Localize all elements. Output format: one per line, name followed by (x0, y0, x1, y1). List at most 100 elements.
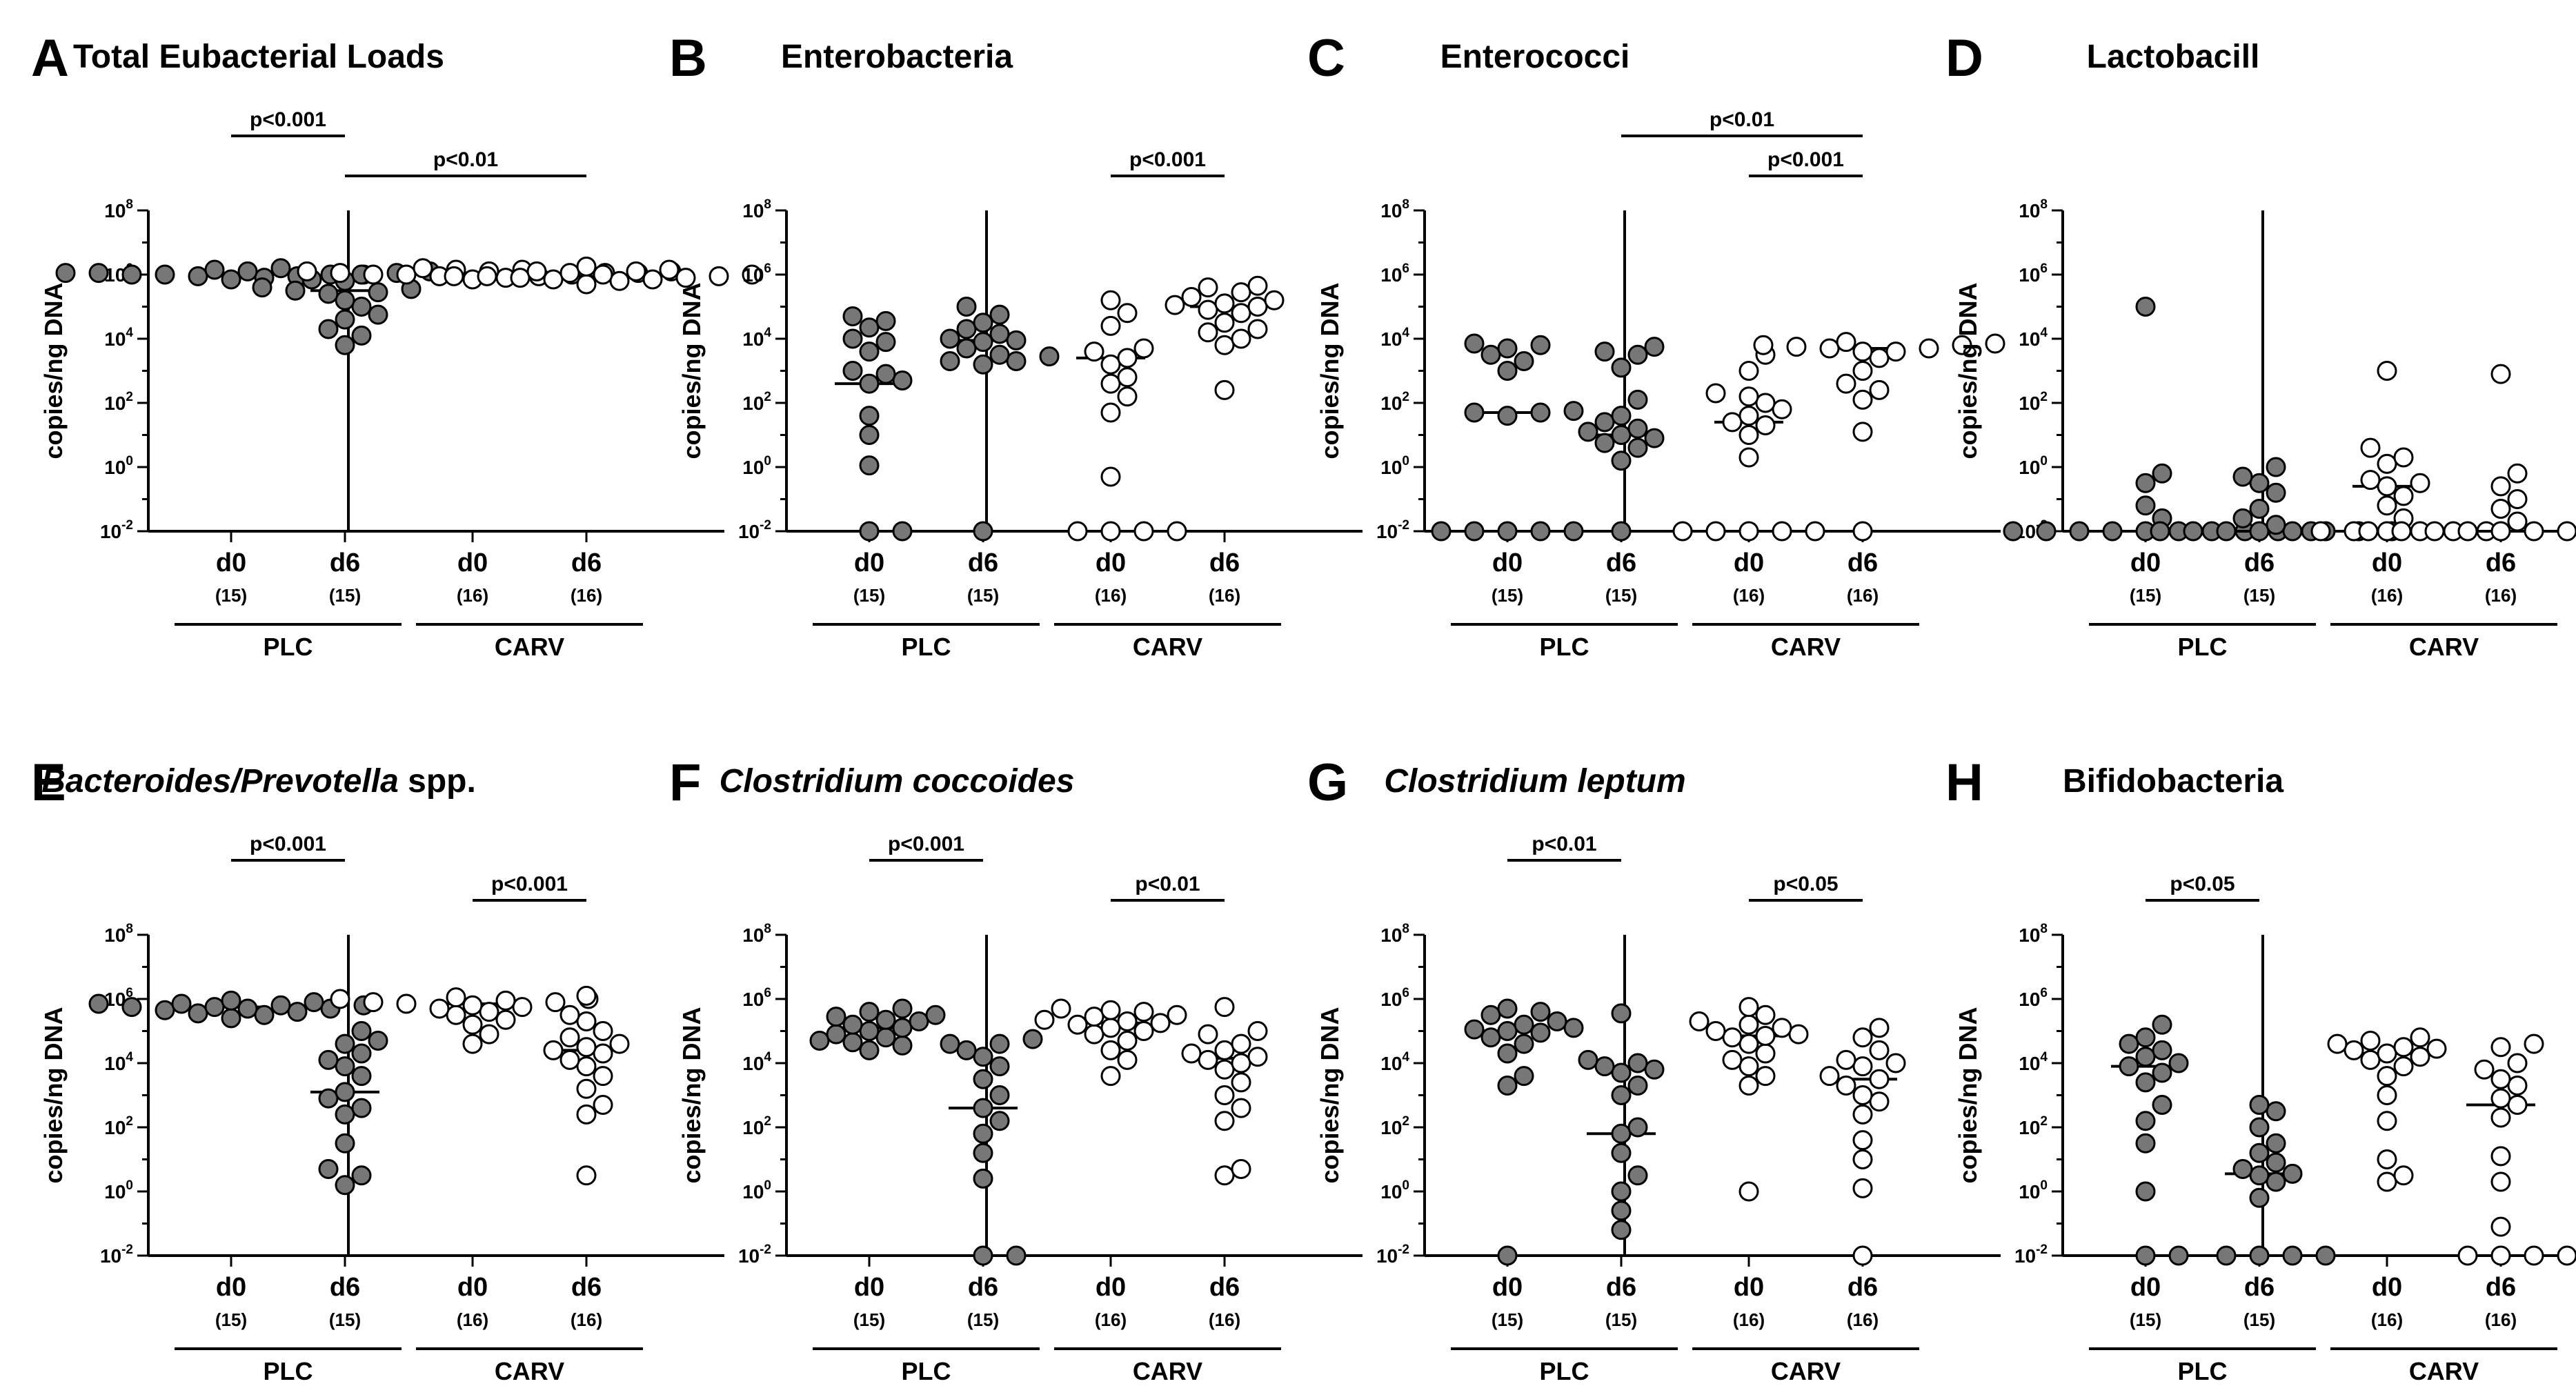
data-point (1705, 521, 1726, 542)
data-point (1611, 451, 1632, 471)
data-point (1819, 338, 1840, 359)
data-point (2377, 361, 2397, 381)
data-point (1497, 406, 1518, 426)
data-point (2360, 470, 2381, 491)
data-point (1431, 521, 1452, 542)
data-point (989, 1033, 1010, 1054)
data-point (237, 261, 258, 281)
data-point (2344, 1040, 2364, 1060)
x-category-label: d0 (1096, 548, 1126, 577)
p-value-label: p<0.01 (1710, 108, 1774, 131)
panel-title: Enterococci (1440, 39, 1630, 75)
y-tick-exponent: 4 (764, 326, 771, 340)
data-point (318, 1049, 339, 1070)
y-tick-base: 10 (2019, 200, 2040, 221)
data-point (1117, 386, 1138, 407)
group-label: CARV (2409, 633, 2479, 661)
y-tick-exponent: 0 (2040, 454, 2048, 468)
data-point (2393, 447, 2414, 468)
data-point (1165, 295, 1185, 315)
data-point (477, 266, 497, 286)
y-tick-label: 102 (742, 390, 771, 414)
y-tick-base: 10 (1380, 1053, 1402, 1074)
y-tick-base: 10 (100, 1245, 121, 1267)
data-point (826, 1007, 846, 1027)
data-point (335, 335, 355, 355)
panel-letter: D (1945, 29, 1983, 88)
group-label: CARV (495, 633, 564, 661)
data-point (842, 361, 863, 381)
p-value-label: p<0.01 (1532, 833, 1596, 855)
data-point (318, 284, 339, 304)
data-point (1852, 1178, 1873, 1198)
y-tick-exponent: 6 (126, 986, 133, 1000)
data-point (2216, 1245, 2237, 1266)
y-tick-exponent: 2 (1402, 1114, 1409, 1129)
data-point (270, 995, 291, 1016)
data-point (2490, 476, 2511, 497)
panel-title: Lactobacill (2087, 39, 2260, 75)
data-point (462, 995, 483, 1016)
data-point (2490, 1107, 2511, 1128)
data-point (287, 1002, 308, 1022)
data-point (2377, 476, 2397, 497)
data-point (2168, 1053, 2189, 1073)
data-point (1214, 1085, 1235, 1105)
data-point (576, 274, 597, 295)
data-point (892, 521, 913, 542)
group-label: CARV (1771, 633, 1841, 661)
data-point (2524, 521, 2544, 542)
x-category-label: d0 (2130, 548, 2161, 577)
data-point (1755, 393, 1776, 413)
y-tick-label: 102 (2019, 1114, 2048, 1138)
data-point (859, 341, 880, 362)
x-sample-size: (16) (571, 585, 602, 606)
data-point (1480, 1027, 1501, 1048)
data-point (2249, 1094, 2270, 1115)
data-point (351, 1021, 372, 1041)
y-tick-base: 10 (1376, 521, 1398, 542)
data-point (1869, 1091, 1890, 1112)
data-point (2282, 1245, 2303, 1266)
data-point (956, 297, 977, 317)
data-point (1464, 402, 1485, 423)
data-point (1480, 1004, 1501, 1025)
y-tick-label: 10-2 (1376, 1243, 1409, 1267)
y-tick-base: 10 (2019, 1117, 2040, 1138)
data-point (989, 344, 1010, 365)
data-point (2152, 463, 2172, 484)
data-point (973, 521, 993, 542)
data-point (1247, 1047, 1268, 1067)
data-point (2150, 521, 2170, 542)
data-point (2282, 1163, 2303, 1184)
data-point (1869, 379, 1890, 400)
data-point (2266, 515, 2286, 535)
data-point (709, 266, 729, 286)
x-sample-size: (15) (1605, 585, 1637, 606)
y-tick-base: 10 (104, 457, 126, 478)
y-tick-base: 10 (104, 1181, 126, 1202)
data-point (1644, 428, 1665, 448)
y-tick-exponent: 4 (126, 326, 133, 340)
x-category-label: d0 (854, 1273, 884, 1302)
data-point (956, 338, 977, 359)
p-value-label: p<0.001 (491, 873, 568, 895)
x-category-label: d0 (1096, 1273, 1126, 1302)
x-category-label: d0 (854, 548, 884, 577)
data-point (559, 1004, 580, 1025)
data-point (2490, 1216, 2511, 1237)
data-point (859, 406, 880, 426)
y-tick-base: 10 (742, 1117, 764, 1138)
data-point (335, 1133, 355, 1154)
data-point (1247, 1021, 1268, 1041)
data-point (2003, 521, 2023, 542)
data-point (2069, 521, 2090, 542)
y-tick-label: 102 (2019, 390, 2048, 414)
y-tick-base: 10 (2019, 457, 2040, 478)
group-label: CARV (495, 1357, 564, 1385)
data-point (55, 263, 76, 284)
y-tick-exponent: 8 (2040, 922, 2048, 936)
data-point (1214, 1165, 1235, 1186)
y-tick-base: 10 (2019, 393, 2040, 414)
y-tick-label: 102 (1380, 1114, 1409, 1138)
